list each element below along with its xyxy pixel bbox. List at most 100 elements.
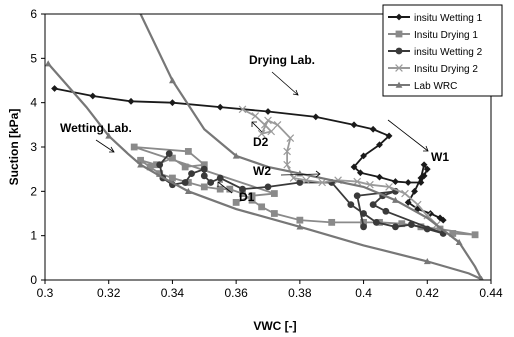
data-point	[385, 132, 393, 140]
data-point	[200, 183, 208, 191]
data-point	[264, 108, 272, 115]
data-point	[146, 163, 154, 171]
annotation-wetting-lab: Wetting Lab.	[60, 121, 132, 135]
data-point	[398, 220, 406, 228]
data-point	[392, 223, 399, 231]
data-point	[188, 170, 195, 178]
arrow-drying-lab	[271, 71, 299, 96]
arrow-d1-head	[217, 181, 223, 187]
legend-label: Insitu Drying 1	[414, 30, 478, 41]
data-point	[239, 185, 246, 193]
data-point	[216, 174, 224, 182]
data-point	[181, 163, 189, 171]
data-point	[239, 190, 246, 197]
data-point	[165, 150, 173, 158]
data-point	[169, 154, 176, 162]
data-point	[232, 199, 240, 206]
data-point	[385, 183, 393, 191]
data-point	[423, 225, 431, 233]
data-point	[226, 185, 234, 193]
data-point	[184, 187, 192, 195]
data-point	[312, 113, 320, 121]
x-axis-title: VWC [-]	[253, 319, 296, 333]
arrow-w2	[280, 173, 321, 176]
y-axis-title: Suction [kPa]	[7, 109, 21, 186]
data-point	[328, 218, 336, 226]
annotation-w1: W1	[431, 150, 449, 164]
legend-label: insitu Wetting 1	[414, 13, 483, 24]
data-point	[248, 196, 256, 204]
data-point	[479, 275, 484, 280]
annotation-drying-lab: Drying Lab.	[249, 53, 315, 67]
x-tick-label: 0.38	[288, 286, 312, 300]
data-point	[169, 77, 176, 84]
data-point	[184, 148, 192, 155]
x-tick-label: 0.34	[161, 286, 185, 300]
data-point	[169, 99, 176, 107]
data-point	[449, 230, 457, 237]
x-tick-label: 0.3	[37, 286, 54, 300]
legend-swatch-marker	[395, 81, 403, 88]
data-point	[366, 180, 374, 189]
data-point	[169, 174, 176, 182]
x-tick-label: 0.36	[224, 286, 248, 300]
series-2	[156, 150, 447, 237]
data-point	[216, 103, 224, 111]
arrow-w1	[387, 119, 429, 152]
annotation-d2: D2	[253, 135, 269, 149]
data-point	[156, 170, 164, 177]
data-point	[156, 161, 164, 169]
legend-label: insitu Wetting 2	[414, 47, 483, 58]
y-tick-label: 2	[30, 184, 37, 198]
annotation-d1: D1	[239, 190, 255, 204]
y-tick-label: 0	[30, 273, 37, 287]
data-point	[260, 121, 269, 129]
y-tick-label: 4	[30, 96, 37, 110]
annotation-arrows	[95, 71, 429, 194]
arrow-drying-lab-head	[292, 89, 299, 96]
data-point	[350, 163, 358, 171]
data-point	[232, 152, 240, 159]
data-point	[207, 179, 215, 186]
data-point	[130, 143, 138, 151]
arrow-wetting-lab-head	[109, 146, 115, 153]
plot-area	[45, 14, 484, 280]
data-point	[360, 152, 367, 160]
data-point	[283, 147, 291, 156]
data-point	[257, 129, 266, 138]
data-point	[369, 201, 377, 209]
data-point	[360, 223, 367, 231]
legend: insitu Wetting 1 Insitu Drying 1 insitu We…	[382, 4, 503, 97]
data-point	[436, 214, 444, 222]
data-point	[105, 132, 113, 139]
data-point	[286, 134, 295, 142]
legend-swatch-marker	[395, 13, 403, 21]
data-point	[137, 156, 144, 164]
annotation-w2: W2	[253, 164, 271, 178]
data-point	[404, 199, 412, 206]
legend-swatch-marker	[395, 64, 403, 72]
data-point	[417, 179, 425, 186]
data-point	[264, 183, 272, 191]
data-point	[350, 121, 358, 129]
series-line	[47, 14, 484, 280]
data-point	[296, 179, 304, 186]
data-point	[413, 200, 422, 209]
data-point	[248, 192, 256, 200]
data-point	[181, 179, 189, 186]
data-point	[471, 231, 479, 239]
data-point	[439, 216, 447, 224]
series-4	[45, 14, 484, 280]
data-point	[270, 190, 278, 197]
data-point	[273, 121, 282, 129]
data-point	[258, 203, 266, 211]
data-point	[407, 221, 415, 228]
x-tick-label: 0.44	[479, 286, 503, 300]
arrow-w1-head	[423, 145, 429, 152]
data-point	[45, 60, 52, 67]
data-point	[127, 97, 135, 105]
data-point	[296, 216, 304, 224]
arrow-d1	[217, 181, 233, 194]
series-1	[130, 143, 479, 239]
